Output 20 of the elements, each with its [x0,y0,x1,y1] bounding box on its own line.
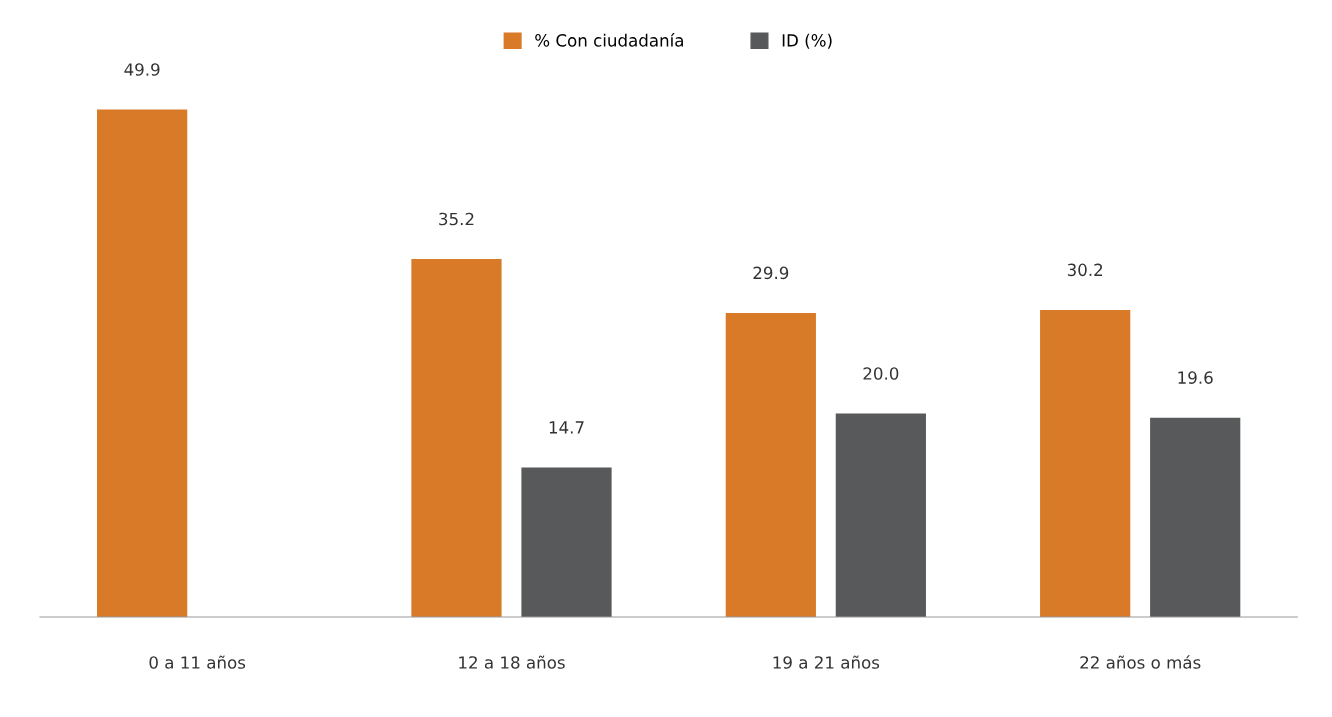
bar [725,312,816,617]
x-tick-label: 19 a 21 años [773,655,880,669]
data-label: 20.0 [863,367,899,380]
bar [1150,417,1241,617]
legend-label: ID (%) [782,33,832,49]
bar [1040,309,1131,617]
data-label: 29.9 [753,266,789,280]
data-label: 35.2 [439,212,474,226]
legend-label: % Con ciudadanía [535,33,683,47]
x-tick-label: 22 años o más [1080,655,1201,669]
bar [835,413,926,617]
data-label: 19.6 [1178,371,1213,384]
bar [97,109,188,617]
bar [411,259,502,617]
x-tick-label: 12 a 18 años [459,655,565,669]
data-label: 49.9 [124,63,160,76]
data-label: 14.7 [549,421,584,434]
data-label: 30.2 [1067,263,1103,277]
x-tick-label: 0 a 11 años [149,655,246,669]
bar [521,467,612,617]
